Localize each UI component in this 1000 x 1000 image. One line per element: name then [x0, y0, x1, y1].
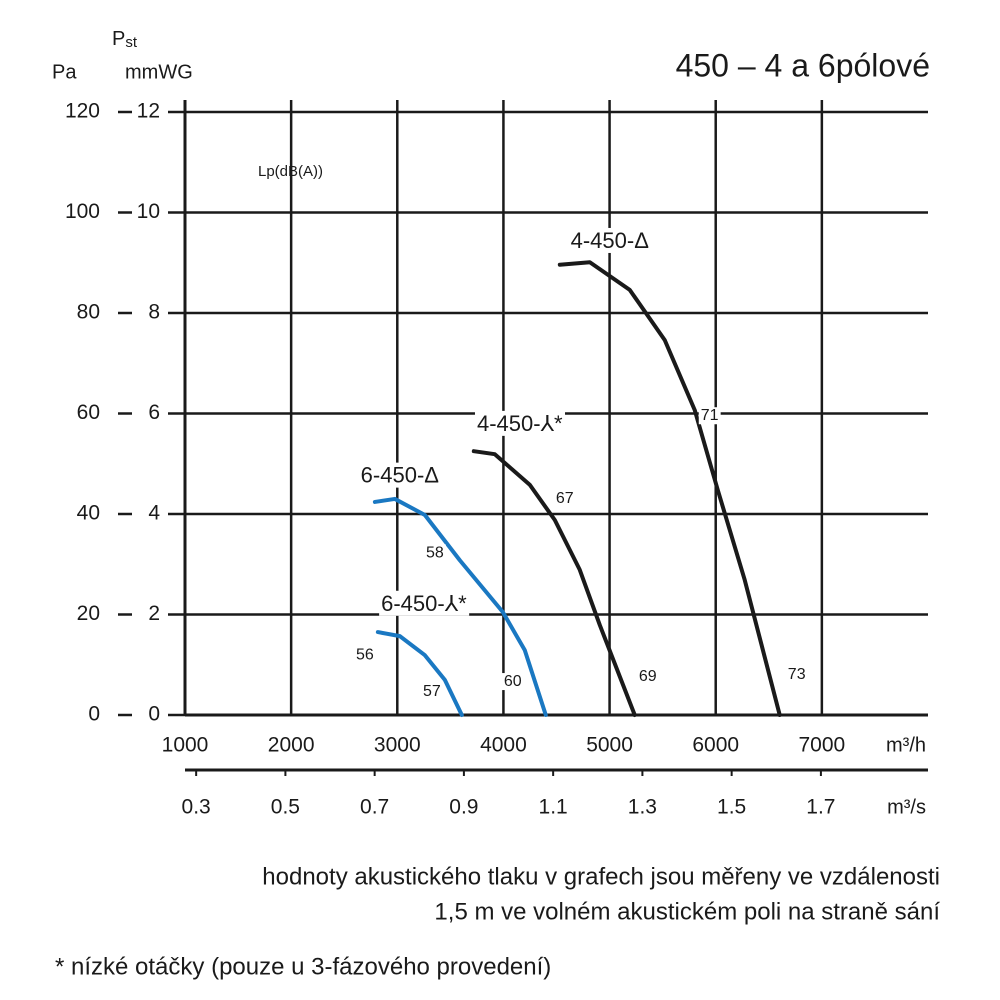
label-background — [553, 490, 576, 508]
curve — [372, 496, 548, 717]
label: 58 — [426, 544, 444, 561]
label: 60 — [504, 673, 522, 690]
x-tick-label: 6000 — [692, 734, 739, 757]
x-tick-label: 3000 — [374, 734, 421, 757]
label-group: 60 — [501, 673, 524, 691]
label-background — [501, 673, 524, 691]
label: 56 — [356, 646, 374, 663]
y-tick-label: 2 — [148, 602, 160, 625]
x2-tick-label: 1.3 — [628, 796, 657, 819]
x-tick-label: 1000 — [162, 734, 209, 757]
label-group: 58 — [423, 544, 446, 562]
y-tick-label: 4 — [148, 502, 160, 525]
y-tick-label: 12 — [137, 100, 160, 123]
curve — [375, 630, 464, 717]
y2-unit: Pa — [52, 61, 77, 83]
label: 4-450-Δ — [571, 228, 650, 253]
label: 71 — [701, 407, 719, 424]
label-background — [423, 544, 446, 562]
label-background — [379, 590, 470, 616]
y2-tick-label: 80 — [77, 301, 100, 324]
label-background — [420, 683, 443, 701]
label-group: 56 — [354, 646, 376, 664]
x-tick-label: 5000 — [586, 734, 633, 757]
x2-tick-label: 0.3 — [182, 796, 211, 819]
y2-tick-label: 40 — [77, 502, 100, 525]
label-group: 6-450-Δ — [358, 462, 442, 488]
y2-tick-label: 60 — [77, 401, 100, 424]
label-background — [698, 407, 721, 425]
label: 57 — [423, 683, 441, 700]
y-tick-label: 10 — [137, 200, 160, 223]
x-tick-label: 2000 — [268, 734, 315, 757]
x-tick-label: 4000 — [480, 734, 527, 757]
label-group: 4-450-Δ — [568, 227, 652, 253]
label: 67 — [556, 490, 574, 507]
x-tick-label: 7000 — [798, 734, 845, 757]
y-tick-label: 0 — [148, 703, 160, 726]
label-group: 6-450-⅄* — [379, 590, 470, 616]
chart-title: 450 – 4 a 6pólové — [676, 47, 930, 83]
y-tick-label: 6 — [148, 401, 160, 424]
x2-tick-label: 0.7 — [360, 796, 389, 819]
note: 1,5 m ve volném akustickém poli na stran… — [434, 898, 940, 925]
y-unit: mmWG — [125, 61, 193, 83]
label-background — [636, 668, 659, 686]
x2-tick-label: 1.5 — [717, 796, 746, 819]
curve — [471, 449, 637, 717]
x-unit: m³/h — [886, 734, 926, 756]
x2-unit: m³/s — [887, 796, 926, 818]
y2-tick-label: 120 — [65, 100, 100, 123]
note: hodnoty akustického tlaku v grafech jsou… — [262, 863, 940, 890]
label-group: 69 — [636, 668, 659, 686]
label-group: 71 — [698, 407, 721, 425]
curve — [557, 260, 782, 717]
y-tick-label: 8 — [148, 301, 160, 324]
label: 69 — [639, 668, 657, 685]
label-group: 67 — [553, 490, 576, 508]
note: * nízké otáčky (pouze u 3-fázového prove… — [55, 953, 551, 980]
label-group: 57 — [420, 683, 443, 701]
y-label-subscript: st — [125, 34, 138, 51]
label: 73 — [788, 666, 806, 683]
y-label: Pst — [112, 28, 138, 51]
y-label-main: P — [112, 28, 125, 50]
x2-tick-label: 1.1 — [539, 796, 568, 819]
label: 4-450-⅄* — [477, 411, 563, 436]
x2-tick-label: 0.5 — [271, 796, 300, 819]
label-background — [354, 646, 376, 664]
label-background — [474, 410, 566, 436]
label-group: 73 — [785, 666, 808, 684]
y2-tick-label: 100 — [65, 200, 100, 223]
y2-tick-label: 0 — [88, 703, 100, 726]
label: 6-450-⅄* — [381, 591, 467, 616]
label-background — [568, 227, 652, 253]
x2-tick-label: 1.7 — [806, 796, 835, 819]
label: 6-450-Δ — [361, 463, 440, 488]
grid — [168, 100, 928, 717]
x2-tick-label: 0.9 — [449, 796, 478, 819]
label-group: 4-450-⅄* — [474, 410, 566, 436]
y2-tick-label: 20 — [77, 602, 100, 625]
label-background — [358, 462, 442, 488]
label-background — [785, 666, 808, 684]
